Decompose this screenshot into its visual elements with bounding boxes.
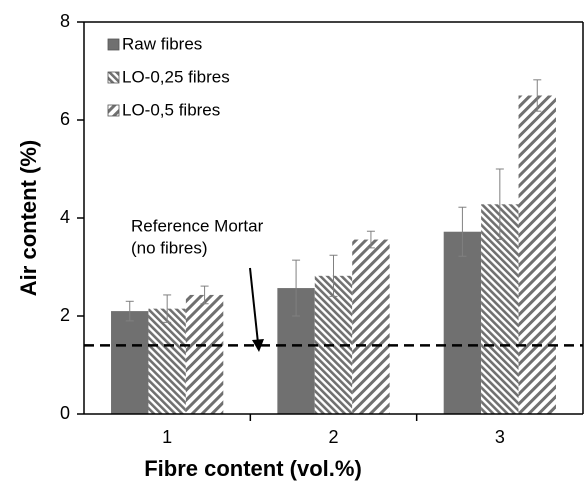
y-axis-title: Air content (%) bbox=[16, 140, 41, 296]
bar bbox=[352, 239, 390, 414]
y-tick-label: 4 bbox=[60, 207, 70, 227]
bar bbox=[443, 231, 482, 414]
legend-swatch bbox=[107, 104, 120, 117]
legend-label: LO-0,25 fibres bbox=[122, 67, 230, 86]
legend-label: Raw fibres bbox=[122, 34, 202, 53]
bar bbox=[185, 294, 224, 414]
y-tick-label: 6 bbox=[60, 109, 70, 129]
y-tick-label: 8 bbox=[60, 11, 70, 31]
annotation-arrow bbox=[249, 267, 259, 344]
legend-swatch bbox=[107, 38, 120, 51]
y-tick-label: 0 bbox=[60, 403, 70, 423]
x-tick-label: 2 bbox=[328, 427, 338, 447]
y-tick-label: 2 bbox=[60, 305, 70, 325]
legend-label: LO-0,5 fibres bbox=[122, 100, 220, 119]
bar bbox=[111, 311, 149, 414]
x-tick-label: 3 bbox=[495, 427, 505, 447]
legend-swatch bbox=[107, 71, 120, 84]
bar bbox=[148, 308, 186, 414]
annotation-arrowhead bbox=[252, 339, 264, 352]
bar bbox=[518, 95, 556, 414]
x-axis-title: Fibre content (vol.%) bbox=[144, 456, 362, 481]
annotation: (no fibres) bbox=[131, 238, 208, 257]
x-tick-label: 1 bbox=[162, 427, 172, 447]
annotation: Reference Mortar bbox=[131, 216, 264, 235]
